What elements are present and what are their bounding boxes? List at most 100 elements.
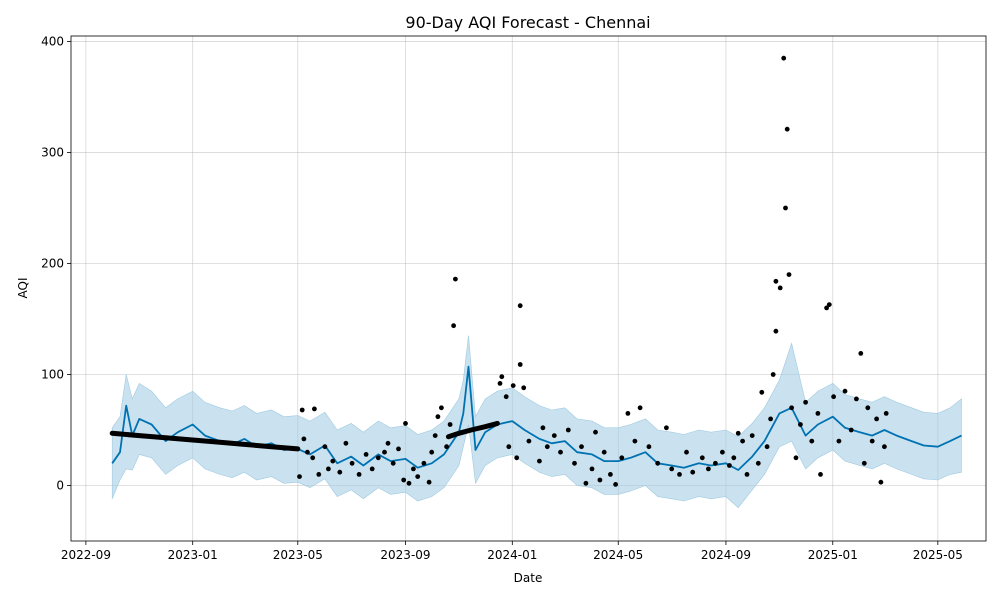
actual-point: [677, 472, 682, 477]
actual-point: [337, 469, 343, 475]
actual-point: [497, 381, 503, 386]
actual-point: [597, 477, 603, 483]
actual-point: [510, 383, 516, 388]
actual-point: [415, 474, 421, 479]
actual-point: [299, 407, 305, 413]
actual-point: [517, 362, 523, 367]
y-tick-label: 0: [56, 479, 64, 493]
actual-point: [755, 460, 761, 466]
actual-point: [322, 444, 328, 450]
actual-point: [803, 399, 808, 405]
actual-point: [540, 425, 546, 431]
actual-point: [784, 126, 790, 132]
actual-points: [109, 55, 889, 487]
actual-point: [793, 455, 799, 461]
actual-point: [637, 405, 643, 411]
actual-point: [824, 305, 829, 311]
actual-point: [883, 411, 889, 416]
x-tick-label: 2023-09: [380, 548, 430, 562]
actual-point: [773, 278, 779, 284]
actual-point: [861, 460, 867, 466]
actual-point: [826, 302, 832, 307]
actual-point: [613, 482, 618, 487]
actual-point: [349, 460, 355, 466]
actual-point: [764, 444, 770, 450]
actual-point: [768, 416, 773, 422]
y-tick-label: 300: [41, 146, 64, 160]
actual-point: [836, 438, 842, 444]
actual-point: [669, 466, 675, 472]
actual-point: [451, 323, 456, 329]
actual-point: [777, 285, 783, 291]
actual-point: [435, 414, 441, 420]
x-tick-label: 2022-09: [61, 548, 111, 562]
x-axis-label: Date: [514, 571, 543, 585]
actual-point: [499, 374, 505, 380]
actual-point: [312, 406, 317, 412]
actual-point: [517, 303, 523, 309]
uncertainty-band: [111, 335, 962, 509]
x-tick-label: 2023-01: [168, 548, 218, 562]
actual-point: [396, 446, 401, 452]
actual-point: [537, 458, 542, 464]
y-tick-label: 100: [41, 368, 64, 382]
forecast-interval-band: [111, 335, 962, 509]
actual-point: [432, 433, 438, 438]
chart-title: 90-Day AQI Forecast - Chennai: [405, 13, 650, 32]
actual-point: [551, 433, 557, 438]
actual-point: [385, 440, 391, 446]
actual-point: [572, 460, 577, 466]
actual-point: [848, 427, 854, 433]
actual-point: [506, 444, 512, 450]
actual-point: [878, 479, 884, 485]
y-tick-label: 200: [41, 257, 64, 271]
x-tick-label: 2025-05: [913, 548, 963, 562]
actual-point: [579, 444, 584, 450]
plot-frame: [70, 35, 987, 542]
actual-point: [690, 469, 696, 475]
actual-point: [330, 458, 336, 464]
y-tick-label: 400: [41, 35, 64, 49]
actual-point: [401, 477, 407, 483]
actual-point: [720, 449, 725, 455]
actual-point: [439, 405, 444, 411]
actual-point: [809, 438, 815, 444]
actual-point: [514, 455, 520, 461]
actual-point: [426, 479, 432, 485]
actual-point: [874, 416, 879, 422]
actual-point: [558, 449, 563, 455]
actual-point: [858, 351, 864, 356]
x-tick-label: 2023-05: [273, 548, 323, 562]
actual-point: [447, 422, 453, 427]
actual-point: [770, 372, 776, 377]
actual-point: [818, 472, 823, 477]
actual-point: [783, 205, 788, 211]
actual-point: [749, 433, 755, 438]
actual-point: [411, 466, 416, 472]
actual-point: [608, 472, 613, 477]
actual-point: [297, 474, 302, 479]
x-tick-label: 2024-01: [487, 548, 537, 562]
actual-point: [727, 463, 732, 468]
actual-point: [589, 466, 595, 472]
actual-point: [375, 455, 381, 461]
actual-point: [310, 455, 316, 461]
actual-point: [382, 449, 387, 455]
actual-point: [664, 425, 669, 431]
actual-point: [453, 276, 458, 282]
actual-point: [363, 452, 369, 457]
actual-point: [565, 427, 571, 433]
actual-point: [521, 385, 527, 391]
actual-point: [619, 455, 625, 461]
actual-point: [706, 466, 711, 472]
actual-point: [869, 438, 875, 444]
actual-point: [326, 466, 331, 472]
x-tick-label: 2024-05: [593, 548, 643, 562]
actual-point: [773, 328, 779, 334]
actual-point: [699, 455, 705, 461]
x-tick-label: 2024-09: [701, 548, 751, 562]
actual-point: [655, 460, 661, 466]
actual-point: [625, 411, 631, 416]
actual-point: [390, 460, 396, 466]
